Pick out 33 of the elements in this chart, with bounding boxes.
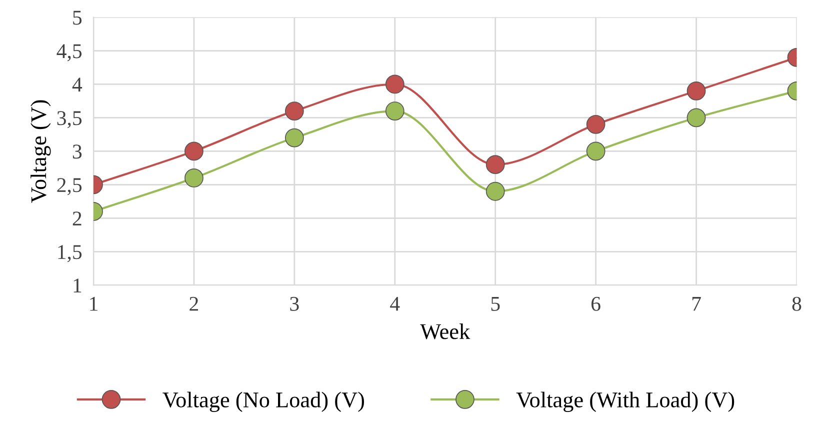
point	[184, 168, 204, 188]
y-axis-title: Voltage (V)	[30, 100, 51, 203]
point	[486, 155, 505, 174]
y-tick-label: 1,5	[58, 245, 82, 262]
x-tick-label: 4	[390, 296, 400, 311]
y-tick-label: 2,5	[57, 178, 82, 196]
point	[385, 102, 404, 120]
point	[284, 102, 304, 120]
point	[586, 142, 606, 161]
y-tick-label: 3,5	[57, 111, 82, 128]
x-tick-label: 1	[90, 296, 98, 311]
y-tick-label: 1	[74, 278, 82, 292]
point	[486, 182, 505, 201]
x-tick-label: 5	[491, 297, 500, 311]
point	[686, 81, 706, 100]
y-tick-label: 5	[73, 10, 82, 25]
legend-label: Voltage (No Load) (V)	[162, 392, 364, 412]
point	[284, 128, 304, 148]
legend-label: Voltage (With Load) (V)	[516, 392, 734, 412]
x-tick-label: 6	[592, 296, 600, 311]
point	[586, 114, 606, 134]
x-axis-title: Week	[420, 323, 470, 340]
point	[385, 74, 404, 94]
x-tick-label: 2	[190, 296, 198, 311]
y-tick-label: 3	[72, 144, 82, 159]
x-tick-label: 8	[792, 296, 802, 311]
x-tick-label: 7	[692, 297, 701, 311]
point	[686, 108, 706, 128]
y-tick-label: 4	[72, 78, 82, 92]
y-tick-label: 4,5	[56, 44, 82, 62]
y-tick-label: 2	[72, 212, 82, 226]
point	[184, 142, 204, 161]
x-tick-label: 3	[290, 296, 299, 311]
